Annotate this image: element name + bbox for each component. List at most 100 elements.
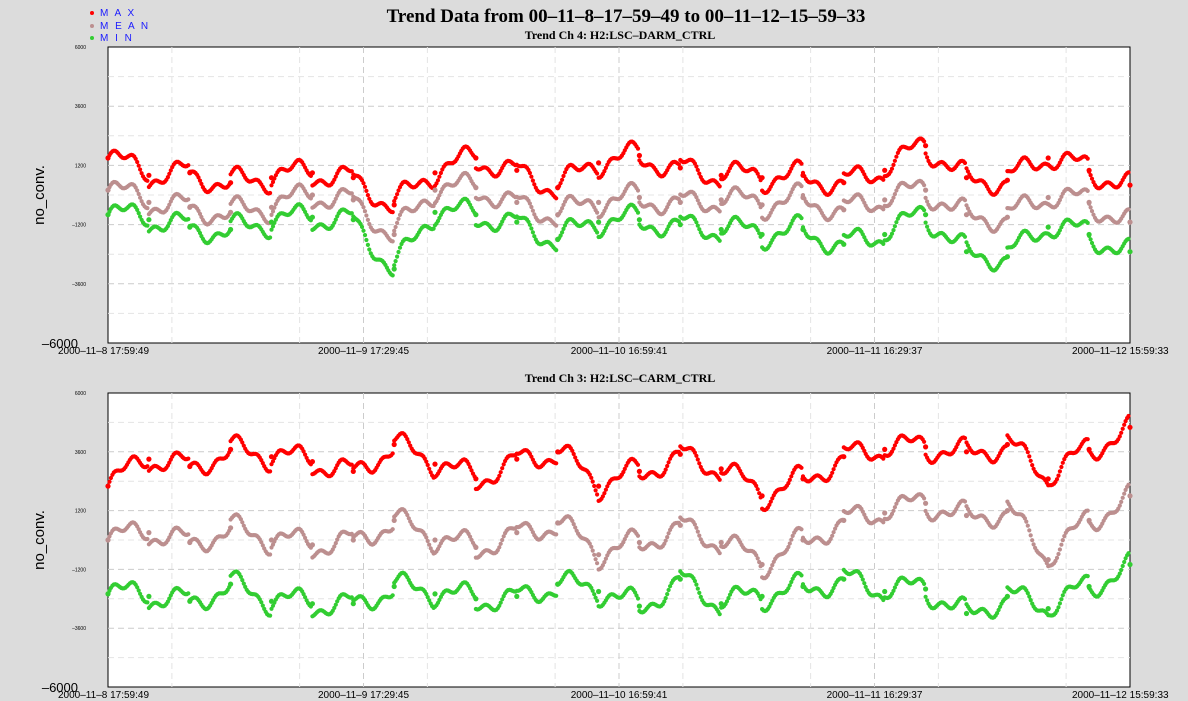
trend-trail-point (695, 167, 700, 173)
trend-trail-point (425, 538, 430, 544)
trend-trail-point (396, 216, 401, 221)
data-point-max (514, 167, 520, 173)
data-point-min (677, 222, 683, 228)
legend-mean-marker (90, 24, 94, 28)
trend-trail-point (1030, 538, 1035, 543)
y-tick-label: 1200 (75, 509, 86, 515)
trend-trail-point (1027, 454, 1032, 459)
trend-trail-point (697, 461, 702, 466)
data-point-min (636, 217, 643, 223)
trend-trail-point (717, 612, 722, 617)
trend-trail-point (500, 466, 505, 471)
trend-trail-point (755, 487, 760, 492)
trend-trail-point (530, 178, 536, 183)
trend-trail-point (695, 529, 700, 534)
data-point-mean (309, 192, 315, 198)
data-point-max (596, 160, 602, 166)
data-point-min (759, 593, 765, 600)
trend-trail-point (635, 462, 641, 467)
trend-trail-point (135, 207, 140, 212)
trend-trail-point (365, 193, 370, 198)
trend-trail-point (694, 220, 699, 225)
data-point-min (1086, 231, 1092, 238)
data-point-min (146, 217, 152, 223)
data-point-min (350, 217, 356, 223)
trend-trail-point (695, 223, 700, 228)
trend-trail-point (635, 533, 641, 538)
data-point-max (759, 175, 765, 181)
data-point-min (677, 576, 683, 582)
x-tick-label: 2000–11–11 16:29:37 (827, 346, 923, 357)
y-tick-label: –1200 (72, 223, 86, 229)
trend-trail-point (532, 182, 537, 187)
trend-trail-point (136, 191, 141, 197)
data-point-max (555, 449, 561, 455)
trend-trail-point (1119, 567, 1124, 573)
data-point-min (882, 231, 888, 238)
legend: M A X M E A N M I N (90, 8, 148, 44)
trend-trail-point (590, 548, 595, 553)
data-point-max (800, 172, 806, 178)
trend-trail-point (891, 508, 896, 513)
trend-trail-point (437, 193, 442, 198)
trend-trail-point (1088, 205, 1093, 210)
data-point-min (636, 603, 643, 609)
data-point-min (800, 583, 806, 590)
x-tick-label: 2000–11–8 17:59:49 (58, 690, 149, 701)
data-point-mean (105, 187, 111, 193)
trend-trail-point (694, 164, 699, 169)
trend-trail-point (717, 551, 722, 556)
data-point-min (432, 209, 438, 215)
trend-trail-point (554, 223, 559, 228)
data-point-min (596, 219, 602, 225)
trend-trail-point (894, 220, 899, 225)
data-point-mean (882, 510, 888, 516)
trend-trail-point (560, 230, 565, 235)
data-point-max (841, 454, 847, 460)
trend-trail-point (962, 160, 968, 166)
trend-trail-point (1089, 209, 1095, 214)
data-point-mean (759, 561, 765, 568)
x-tick-label: 2000–11–10 16:59:41 (571, 690, 668, 701)
data-point-min (923, 586, 929, 592)
trend-trail-point (889, 166, 895, 171)
data-point-mean (473, 544, 479, 551)
trend-trail-point (891, 162, 896, 167)
trend-trail-point (437, 174, 442, 179)
trend-trail-point (268, 613, 273, 618)
data-point-min (391, 583, 397, 590)
data-point-min (1127, 561, 1133, 568)
trend-trail-point (799, 527, 804, 532)
trend-trail-point (1088, 237, 1093, 242)
trend-trail-point (1126, 207, 1131, 212)
data-point-min (473, 596, 479, 602)
trend-trail-point (799, 161, 804, 166)
trend-trail-point (1056, 551, 1061, 557)
trend-trail-point (925, 224, 930, 229)
data-point-max (963, 449, 970, 455)
data-point-max (841, 180, 847, 186)
trend-trail-point (1117, 434, 1122, 439)
trend-trail-point (268, 190, 273, 196)
trend-trail-point (529, 226, 534, 231)
trend-trail-point (925, 155, 930, 160)
trend-trail-point (427, 542, 432, 547)
data-point-min (759, 231, 765, 238)
data-point-mean (1086, 199, 1092, 205)
data-point-min (473, 212, 479, 218)
trend-trail-point (362, 209, 368, 214)
trend-trail-point (1028, 533, 1033, 538)
trend-trail-point (362, 184, 368, 189)
data-point-max (677, 451, 683, 457)
y-tick-label: –3600 (72, 626, 86, 632)
data-point-max (923, 444, 929, 450)
trend-trail-point (270, 224, 276, 229)
trend-trail-point (799, 184, 804, 189)
data-point-max (473, 476, 479, 482)
trend-trail-point (595, 598, 600, 603)
data-point-mean (350, 537, 356, 543)
trend-trail-point (717, 209, 722, 214)
trend-trail-point (881, 241, 886, 246)
trend-trail-point (1126, 551, 1131, 556)
chart-panel-carm: Trend Ch 3: H2:LSC–CARM_CTRL no_conv. 60… (31, 371, 1169, 701)
